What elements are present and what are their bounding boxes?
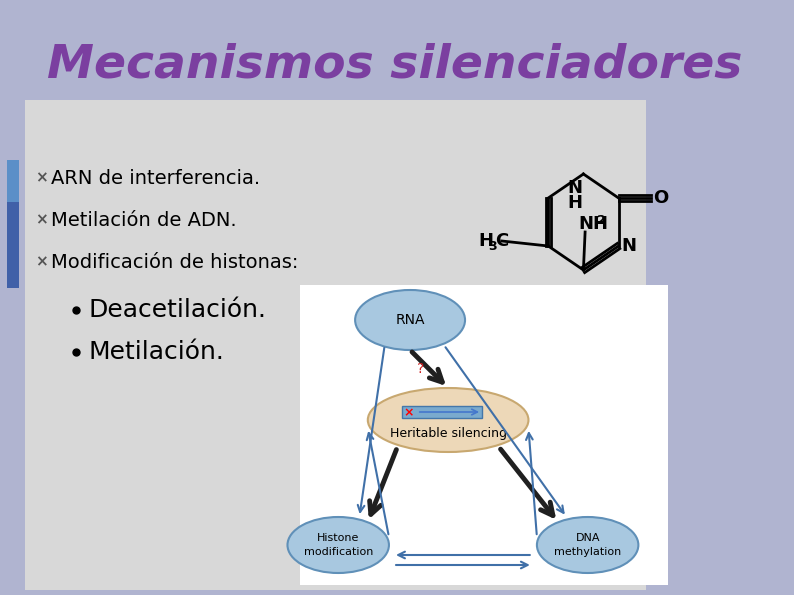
Text: ?: ? (417, 362, 424, 376)
Text: C: C (495, 232, 508, 250)
Text: Heritable silencing: Heritable silencing (390, 427, 507, 440)
Text: ARN de interferencia.: ARN de interferencia. (51, 168, 260, 187)
Text: methylation: methylation (554, 547, 621, 557)
Bar (25, 100, 646, 590)
Text: ×: × (403, 406, 414, 419)
Text: modification: modification (303, 547, 373, 557)
Text: DNA: DNA (576, 533, 600, 543)
Text: H: H (568, 194, 583, 212)
Text: ×: × (36, 171, 48, 186)
Bar (7, 202, 18, 246)
Text: Deacetilación.: Deacetilación. (89, 298, 267, 322)
Bar (300, 285, 668, 585)
Text: ×: × (36, 212, 48, 227)
Ellipse shape (537, 517, 638, 573)
Text: Histone: Histone (317, 533, 360, 543)
Text: Modificación de histonas:: Modificación de histonas: (51, 252, 298, 271)
Text: ×: × (36, 255, 48, 270)
Text: RNA: RNA (395, 313, 425, 327)
Text: 2: 2 (597, 214, 606, 227)
Text: 3: 3 (488, 240, 497, 252)
Ellipse shape (287, 517, 389, 573)
Ellipse shape (368, 388, 529, 452)
Text: N: N (568, 179, 583, 197)
Text: N: N (621, 237, 636, 255)
Text: H: H (478, 232, 493, 250)
Text: O: O (653, 189, 669, 207)
Text: Metilación de ADN.: Metilación de ADN. (51, 211, 237, 230)
Ellipse shape (355, 290, 465, 350)
Bar (7, 160, 18, 204)
Text: Metilación.: Metilación. (89, 340, 225, 364)
Text: NH: NH (578, 215, 608, 233)
Bar (402, 406, 482, 418)
Text: Mecanismos silenciadores: Mecanismos silenciadores (47, 42, 742, 87)
Bar (7, 244, 18, 288)
